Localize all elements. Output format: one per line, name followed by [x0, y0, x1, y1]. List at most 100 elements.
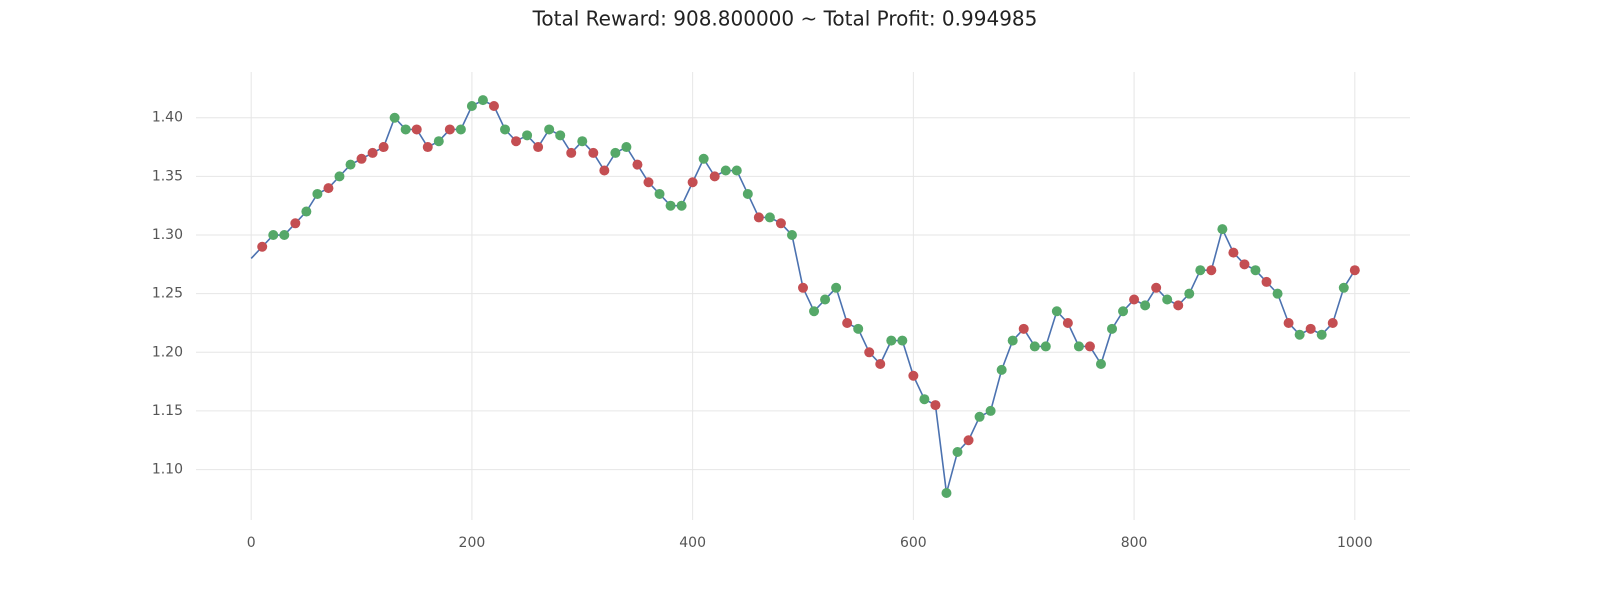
marker	[775, 218, 786, 229]
marker	[599, 165, 610, 176]
marker	[488, 101, 499, 112]
marker	[1283, 317, 1294, 328]
marker	[588, 147, 599, 158]
marker	[1140, 300, 1151, 311]
marker	[786, 230, 797, 241]
marker	[323, 183, 334, 194]
marker	[831, 282, 842, 293]
marker	[941, 488, 952, 499]
marker	[334, 171, 345, 182]
marker	[930, 400, 941, 411]
x-tick-label: 400	[679, 535, 706, 551]
x-tick-label: 0	[247, 535, 256, 551]
marker	[963, 435, 974, 446]
marker	[952, 446, 963, 457]
marker	[753, 212, 764, 223]
marker	[1206, 265, 1217, 276]
marker	[522, 130, 533, 141]
marker	[621, 142, 632, 153]
chart-title: Total Reward: 908.800000 ~ Total Profit:…	[532, 7, 1038, 31]
marker	[1294, 329, 1305, 340]
marker	[422, 142, 433, 153]
marker	[378, 142, 389, 153]
marker	[477, 95, 488, 106]
marker	[533, 142, 544, 153]
marker	[687, 177, 698, 188]
marker	[444, 124, 455, 135]
marker	[654, 188, 665, 199]
marker	[279, 230, 290, 241]
marker	[356, 153, 367, 164]
y-tick-label: 1.30	[152, 227, 183, 243]
marker	[1338, 282, 1349, 293]
marker	[1051, 306, 1062, 317]
marker	[1084, 341, 1095, 352]
marker	[1151, 282, 1162, 293]
y-tick-label: 1.10	[152, 462, 183, 478]
marker	[1073, 341, 1084, 352]
marker	[908, 370, 919, 381]
marker	[1007, 335, 1018, 346]
marker	[1305, 323, 1316, 334]
marker	[367, 147, 378, 158]
marker	[345, 159, 356, 170]
marker	[809, 306, 820, 317]
marker	[1239, 259, 1250, 270]
marker	[511, 136, 522, 147]
marker	[1062, 317, 1073, 328]
marker	[290, 218, 301, 229]
marker	[1316, 329, 1327, 340]
marker	[1250, 265, 1261, 276]
marker	[1195, 265, 1206, 276]
marker	[1162, 294, 1173, 305]
marker	[1095, 359, 1106, 370]
marker	[610, 147, 621, 158]
marker	[1107, 323, 1118, 334]
marker	[1184, 288, 1195, 299]
marker	[643, 177, 654, 188]
marker	[1018, 323, 1029, 334]
marker	[544, 124, 555, 135]
marker	[411, 124, 422, 135]
x-tick-label: 1000	[1337, 535, 1373, 551]
marker	[1272, 288, 1283, 299]
marker	[886, 335, 897, 346]
marker	[676, 200, 687, 211]
marker	[842, 317, 853, 328]
marker	[720, 165, 731, 176]
x-tick-label: 200	[459, 535, 486, 551]
marker	[632, 159, 643, 170]
marker	[709, 171, 720, 182]
marker	[400, 124, 411, 135]
marker	[742, 188, 753, 199]
marker	[268, 230, 279, 241]
marker	[853, 323, 864, 334]
marker	[1129, 294, 1140, 305]
marker	[996, 364, 1007, 375]
y-tick-label: 1.40	[152, 110, 183, 126]
marker	[1228, 247, 1239, 258]
marker	[798, 282, 808, 293]
y-tick-label: 1.20	[152, 344, 183, 360]
y-tick-label: 1.15	[152, 403, 183, 419]
marker	[466, 101, 477, 112]
marker	[665, 200, 676, 211]
marker	[1261, 276, 1272, 287]
x-tick-label: 600	[900, 535, 927, 551]
marker	[433, 136, 444, 147]
marker	[566, 147, 577, 158]
marker	[577, 136, 588, 147]
marker	[985, 405, 996, 416]
marker	[764, 212, 775, 223]
marker	[301, 206, 312, 217]
marker	[389, 112, 400, 123]
marker	[1349, 265, 1360, 276]
marker	[257, 241, 268, 252]
marker	[698, 153, 709, 164]
marker	[1173, 300, 1184, 311]
marker	[1327, 317, 1338, 328]
marker	[555, 130, 566, 141]
marker	[1040, 341, 1051, 352]
marker	[455, 124, 466, 135]
